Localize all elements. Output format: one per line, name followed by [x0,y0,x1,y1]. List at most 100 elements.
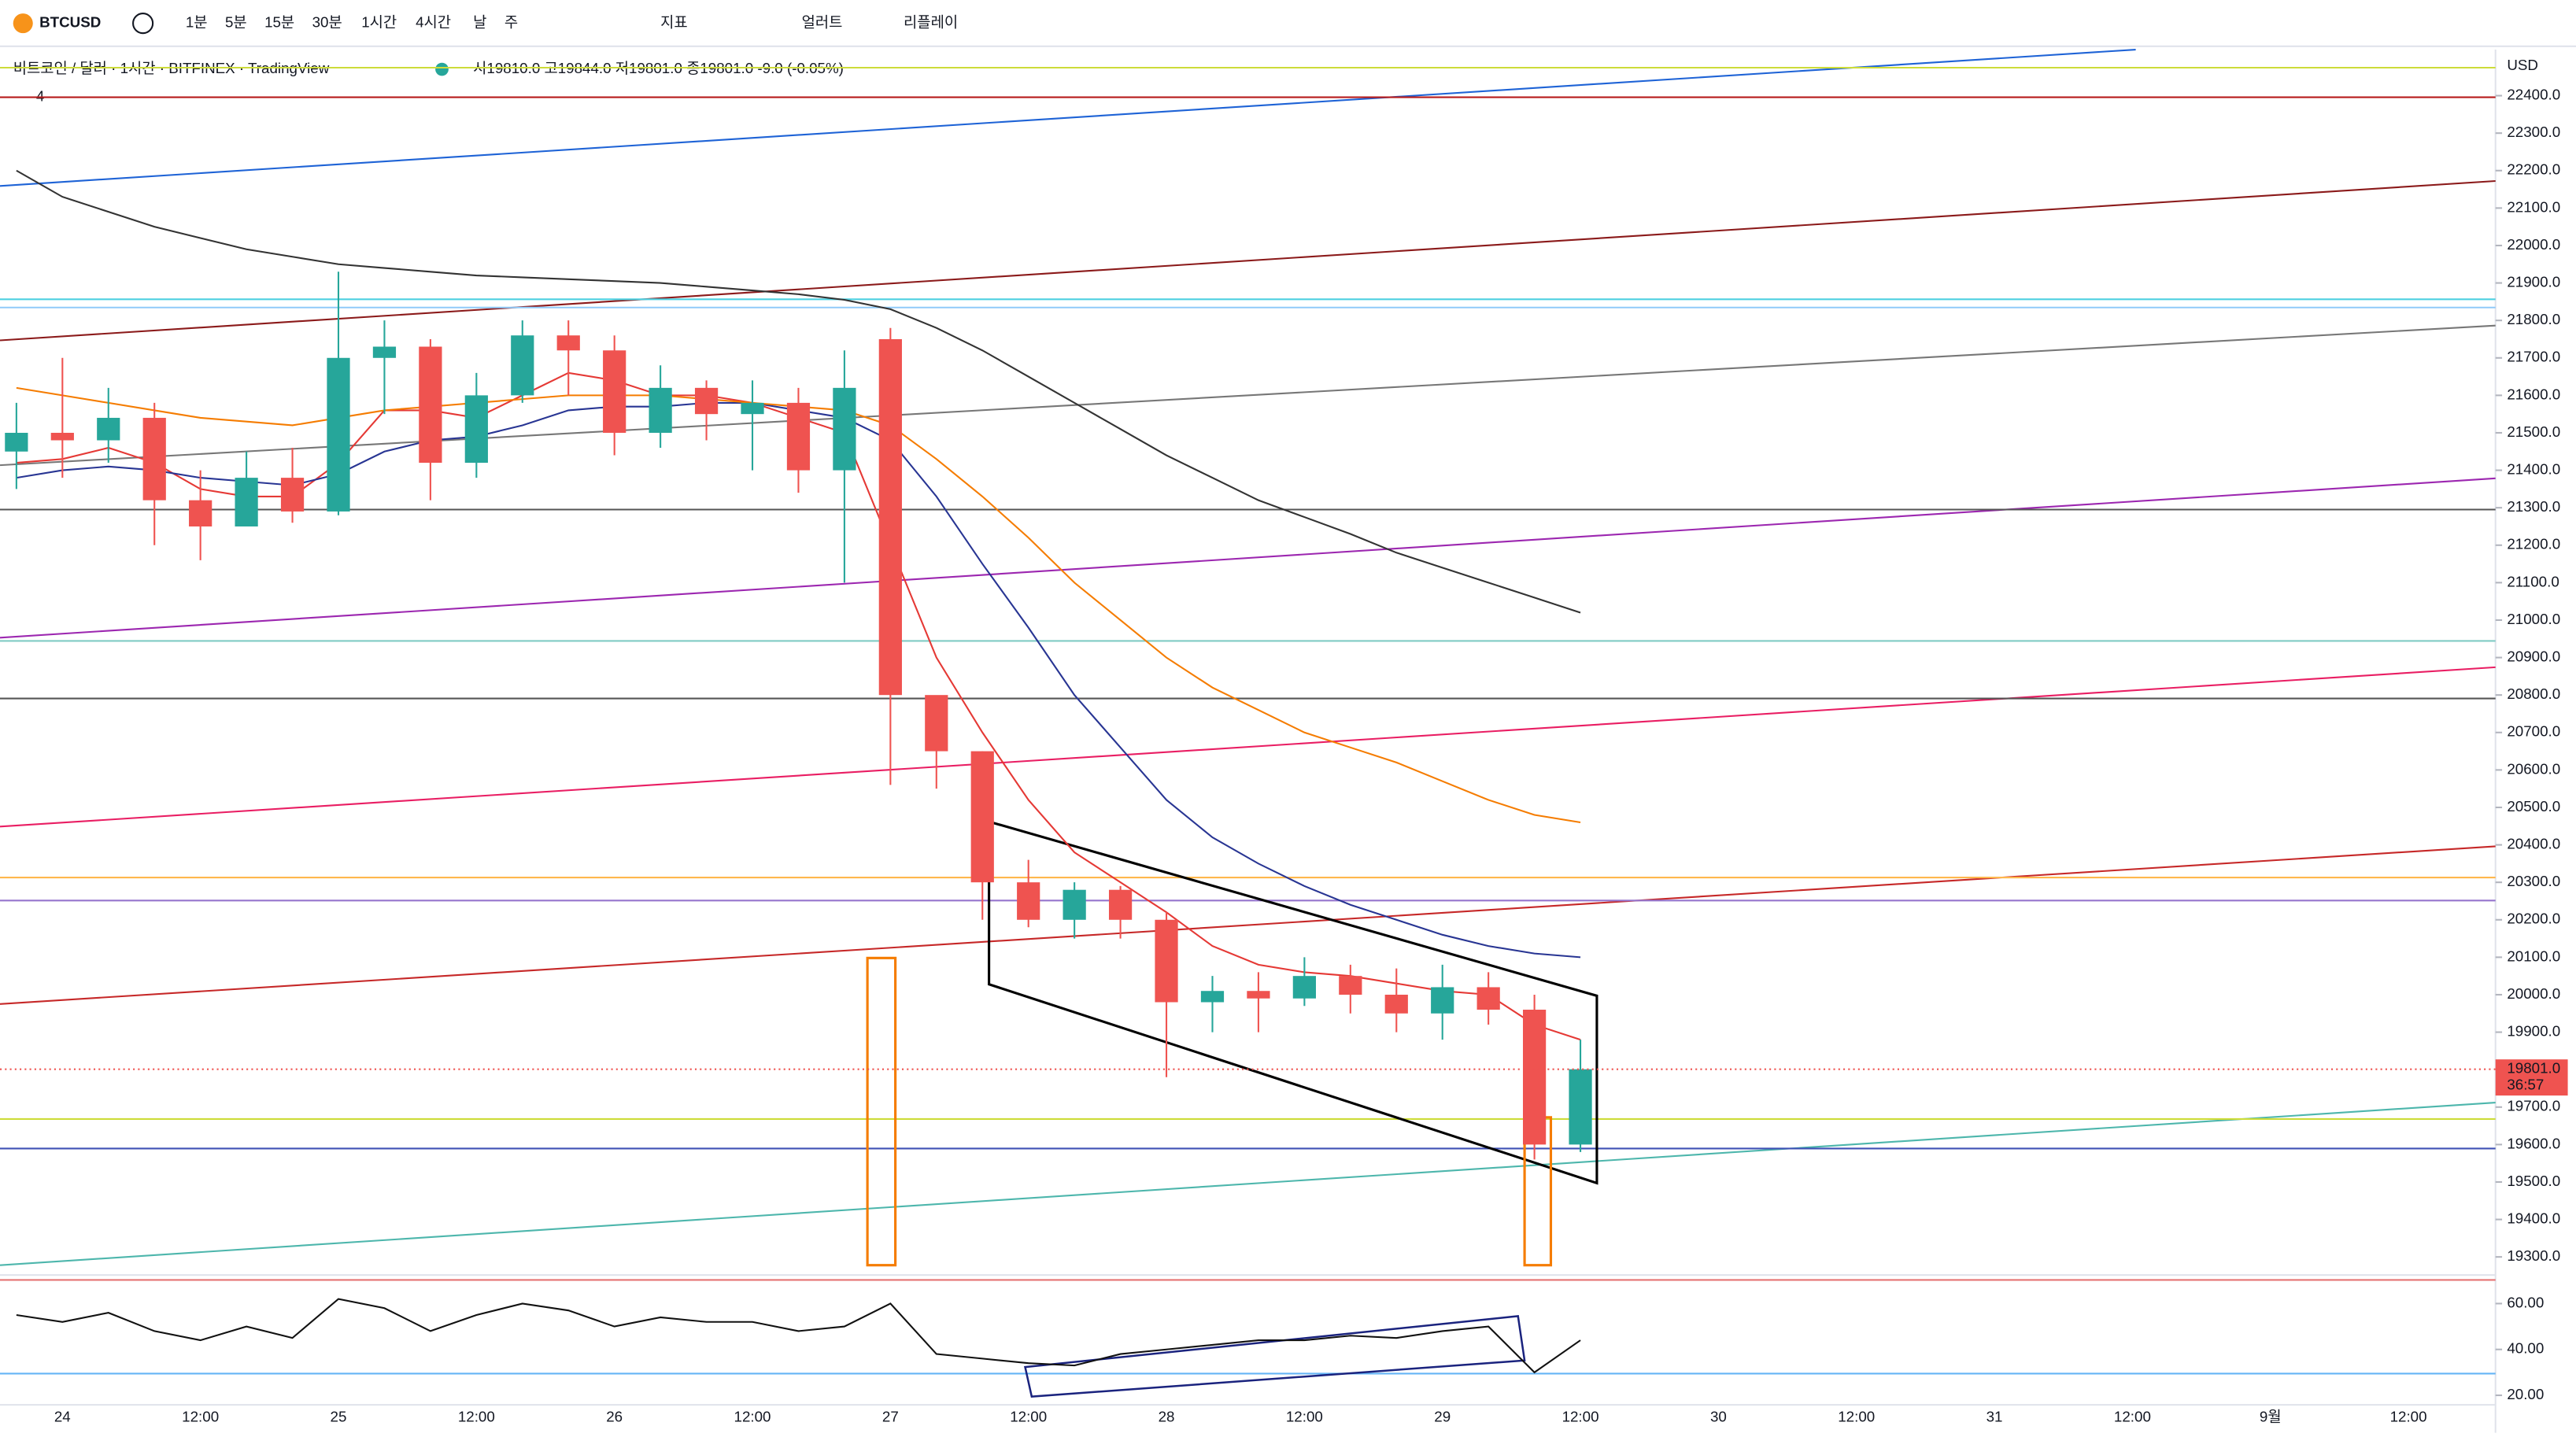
x-tick-label: 12:00 [734,1409,771,1425]
y-tick-label: 20700.0 [2507,723,2560,740]
x-tick-label: 24 [54,1409,71,1425]
candle-body [786,402,811,471]
y-tick-label: 40.00 [2507,1340,2544,1357]
candle-body [372,346,397,358]
candle-body [556,335,580,351]
x-tick-label: 30 [1710,1409,1727,1425]
candle-body [97,417,120,441]
y-tick-label: 20000.0 [2507,985,2560,1002]
y-tick-label: 19500.0 [2507,1173,2560,1189]
x-tick-label: 12:00 [458,1409,495,1425]
rsi-channel [1023,1315,1526,1398]
y-tick-label: 22400.0 [2507,87,2560,103]
trendline [0,48,2136,187]
y-tick-label: 19300.0 [2507,1247,2560,1264]
candle-body [1200,991,1225,1003]
candle-body [142,417,166,501]
candle-body [1247,991,1270,999]
candle-body [649,387,672,433]
candle-body [1569,1069,1592,1145]
alert[interactable]: 얼러트 [802,14,843,31]
candle-body [1292,976,1316,999]
channel [988,820,1598,1185]
currency: USD [2507,57,2538,73]
candle-body [1155,919,1178,1003]
y-tick-label: 20200.0 [2507,911,2560,927]
y-tick-label: 20.00 [2507,1386,2544,1402]
candle-body [1384,994,1408,1014]
y-tick-label: 21000.0 [2507,611,2560,627]
collapse-count[interactable]: 4 [36,88,44,105]
x-tick-label: 12:00 [1286,1409,1323,1425]
x-tick-label: 12:00 [182,1409,219,1425]
candle-body [511,335,534,396]
y-tick-label: 21200.0 [2507,536,2560,552]
indicators[interactable]: 지표 [660,14,688,31]
y-tick-label: 21400.0 [2507,461,2560,478]
y-tick-label: 20300.0 [2507,873,2560,889]
candle-body [1522,1010,1547,1145]
candle-body [925,695,948,752]
y-tick-label: 21700.0 [2507,349,2560,365]
trendline [0,477,2496,639]
x-tick-label: 12:00 [1010,1409,1047,1425]
x-tick-label: 12:00 [2114,1409,2151,1425]
y-tick-label: 22200.0 [2507,161,2560,178]
interval-button[interactable]: 1분 [186,14,208,31]
candle-body [5,432,28,452]
y-tick-label: 20600.0 [2507,760,2560,777]
candle-body [189,500,213,526]
interval-button[interactable]: 날 [473,14,486,31]
y-tick-label: 21100.0 [2507,573,2559,589]
candle-body [1431,987,1454,1014]
y-tick-label: 19400.0 [2507,1210,2560,1227]
trendline [0,179,2496,342]
trendline [0,324,2496,467]
candle-body [603,350,626,433]
interval-button[interactable]: 주 [504,14,518,31]
x-tick-label: 12:00 [2390,1409,2427,1425]
price-tag-label: 19801.0 [2507,1060,2560,1077]
candle-body [694,387,719,415]
y-tick-label: 20900.0 [2507,648,2560,665]
candle-body [464,395,488,464]
candle-body [878,338,902,696]
y-tick-label: 22100.0 [2507,198,2560,215]
trendline [0,1101,2496,1266]
interval-button[interactable]: 1시간 [361,14,397,31]
x-tick-label: 12:00 [1838,1409,1875,1425]
interval-button[interactable]: 30분 [312,14,342,31]
symbol[interactable]: BTCUSD [39,14,101,31]
candle-body [1108,889,1133,920]
y-tick-label: 22300.0 [2507,124,2560,140]
interval-button[interactable]: 15분 [264,14,294,31]
trendline [0,845,2496,1005]
indicator-line [16,1298,1581,1374]
y-tick-label: 21600.0 [2507,386,2560,402]
candle-body [741,402,764,415]
add-symbol[interactable] [132,13,154,35]
highlight-box [866,956,897,1267]
y-tick-label: 21800.0 [2507,311,2560,327]
x-tick-label: 31 [1987,1409,2003,1425]
candle-body [1017,882,1040,920]
coin-icon [13,13,33,34]
indicator-line [16,169,1581,614]
y-tick-label: 19900.0 [2507,1023,2560,1040]
x-tick-label: 26 [606,1409,623,1425]
interval-button[interactable]: 4시간 [416,14,451,31]
price-tag [2495,1059,2568,1096]
x-tick-label: 27 [882,1409,899,1425]
trendline [0,666,2496,828]
interval-button[interactable]: 5분 [225,14,247,31]
candle-body [1476,987,1500,1010]
candle-body [833,387,856,471]
replay[interactable]: 리플레이 [904,14,958,31]
countdown: 36:57 [2507,1077,2544,1093]
y-tick-label: 60.00 [2507,1294,2544,1310]
x-tick-label: 25 [331,1409,347,1425]
y-tick-label: 20500.0 [2507,798,2560,815]
x-tick-label: 29 [1434,1409,1451,1425]
